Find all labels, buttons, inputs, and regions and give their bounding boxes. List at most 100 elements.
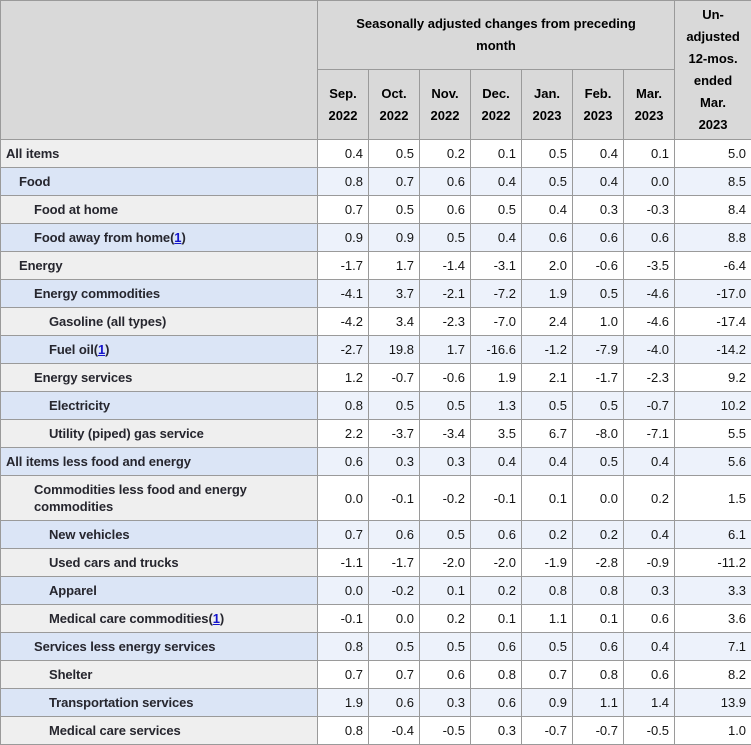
month-header: Feb. 2023 <box>572 69 624 140</box>
row-label: Services less energy services <box>34 639 216 654</box>
row-label: Utility (piped) gas service <box>49 426 204 441</box>
data-cell: 0.5 <box>368 391 420 420</box>
footnote: (1) <box>208 611 224 626</box>
data-cell: 1.3 <box>470 391 522 420</box>
data-cell: 1.7 <box>368 251 420 280</box>
row-label: Apparel <box>49 583 97 598</box>
table-row: Electricity 0.8 0.5 0.5 1.3 0.5 0.5 -0.7 10.2 <box>0 391 751 420</box>
data-cell: 0.5 <box>419 632 471 661</box>
data-cell: -0.7 <box>572 716 624 745</box>
data-cell: -6.4 <box>674 251 751 280</box>
data-cell: -17.4 <box>674 307 751 336</box>
data-cell: 0.4 <box>622 632 676 661</box>
data-cell: 5.0 <box>674 139 751 168</box>
data-cell: 0.2 <box>419 604 471 633</box>
data-cell: 0.3 <box>419 688 471 717</box>
row-label-cell: Energy commodities <box>0 279 318 308</box>
data-cell: -0.4 <box>368 716 420 745</box>
data-cell: -0.5 <box>622 716 676 745</box>
row-label: Fuel oil <box>49 342 94 357</box>
row-label-cell: Energy <box>0 251 318 280</box>
data-cell: -0.1 <box>368 475 420 521</box>
footnote-link[interactable]: 1 <box>97 342 106 357</box>
data-cell: 1.1 <box>521 604 573 633</box>
data-cell: 0.6 <box>470 520 522 549</box>
data-cell: 0.5 <box>368 139 420 168</box>
row-label: All items less food and energy <box>6 454 191 469</box>
row-label-cell: Food away from home(1) <box>0 223 318 252</box>
row-label: Electricity <box>49 398 111 413</box>
data-cell: 8.5 <box>674 167 751 196</box>
data-cell: 0.4 <box>572 167 624 196</box>
data-cell: 1.7 <box>419 335 471 364</box>
data-cell: 0.2 <box>470 576 522 605</box>
data-cell: 0.3 <box>368 447 420 476</box>
data-cell: 9.2 <box>674 363 751 392</box>
footnote: (1) <box>170 230 186 245</box>
data-cell: 1.5 <box>674 475 751 521</box>
data-cell: -0.6 <box>419 363 471 392</box>
data-cell: 0.1 <box>622 139 676 168</box>
data-cell: 0.6 <box>622 604 676 633</box>
data-cell: 0.5 <box>521 139 573 168</box>
data-cell: -1.7 <box>368 548 420 577</box>
data-cell: -7.9 <box>572 335 624 364</box>
data-cell: -0.2 <box>368 576 420 605</box>
footnote: (1) <box>94 342 110 357</box>
row-label-cell: Shelter <box>0 660 318 689</box>
data-cell: 0.7 <box>368 660 420 689</box>
data-cell: 1.9 <box>470 363 522 392</box>
data-cell: 0.6 <box>368 688 420 717</box>
table-row: Energy services 1.2 -0.7 -0.6 1.9 2.1 -1.7 -2.… <box>0 363 751 392</box>
data-cell: 0.2 <box>572 520 624 549</box>
data-cell: -2.3 <box>622 363 676 392</box>
data-cell: -3.5 <box>622 251 676 280</box>
data-cell: 0.1 <box>470 139 522 168</box>
data-cell: 5.6 <box>674 447 751 476</box>
row-label-cell: Medical care services <box>0 716 318 745</box>
table-row: Transportation services 1.9 0.6 0.3 0.6 0.9 1… <box>0 688 751 717</box>
data-cell: 0.7 <box>317 660 369 689</box>
data-cell: 0.0 <box>317 475 369 521</box>
table-body: All items 0.4 0.5 0.2 0.1 0.5 0.4 0.1 5.0 Food … <box>0 139 751 745</box>
table-row: Shelter 0.7 0.7 0.6 0.8 0.7 0.8 0.6 8.2 <box>0 660 751 689</box>
data-cell: -0.1 <box>470 475 522 521</box>
data-cell: 0.5 <box>521 632 573 661</box>
data-cell: -3.1 <box>470 251 522 280</box>
row-label-cell: New vehicles <box>0 520 318 549</box>
row-label-cell: Medical care commodities(1) <box>0 604 318 633</box>
data-cell: 0.7 <box>521 660 573 689</box>
row-label: All items <box>6 146 60 161</box>
row-label: Food at home <box>34 202 119 217</box>
row-label-cell: Utility (piped) gas service <box>0 419 318 448</box>
data-cell: -2.0 <box>419 548 471 577</box>
data-cell: -14.2 <box>674 335 751 364</box>
data-cell: -2.7 <box>317 335 369 364</box>
month-header-row: Sep. 2022 Oct. 2022 Nov. 2022 Dec. 2022 … <box>1 69 751 140</box>
data-cell: 0.6 <box>572 223 624 252</box>
table-row: Energy -1.7 1.7 -1.4 -3.1 2.0 -0.6 -3.5 -6.4 <box>0 251 751 280</box>
row-label-cell: Apparel <box>0 576 318 605</box>
month-header: Mar. 2023 <box>622 69 676 140</box>
row-label: Energy services <box>34 370 133 385</box>
row-label: Transportation services <box>49 695 194 710</box>
footnote-link[interactable]: 1 <box>174 230 182 245</box>
row-label: Medical care commodities <box>49 611 209 626</box>
data-cell: 0.5 <box>572 391 624 420</box>
row-label-cell: Services less energy services <box>0 632 318 661</box>
row-label: Medical care services <box>49 723 181 738</box>
month-header: Dec. 2022 <box>470 69 522 140</box>
table-row: Gasoline (all types) -4.2 3.4 -2.3 -7.0 2.4 1… <box>0 307 751 336</box>
data-cell: 0.8 <box>572 576 624 605</box>
data-cell: 1.1 <box>572 688 624 717</box>
data-cell: 0.3 <box>622 576 676 605</box>
data-cell: -3.4 <box>419 419 471 448</box>
data-cell: -0.1 <box>317 604 369 633</box>
footnote-link[interactable]: 1 <box>212 611 220 626</box>
data-cell: 0.6 <box>622 660 676 689</box>
table-row: Food away from home(1) 0.9 0.9 0.5 0.4 0.6 0.… <box>0 223 751 252</box>
data-cell: 0.1 <box>521 475 573 521</box>
data-cell: 0.8 <box>317 632 369 661</box>
